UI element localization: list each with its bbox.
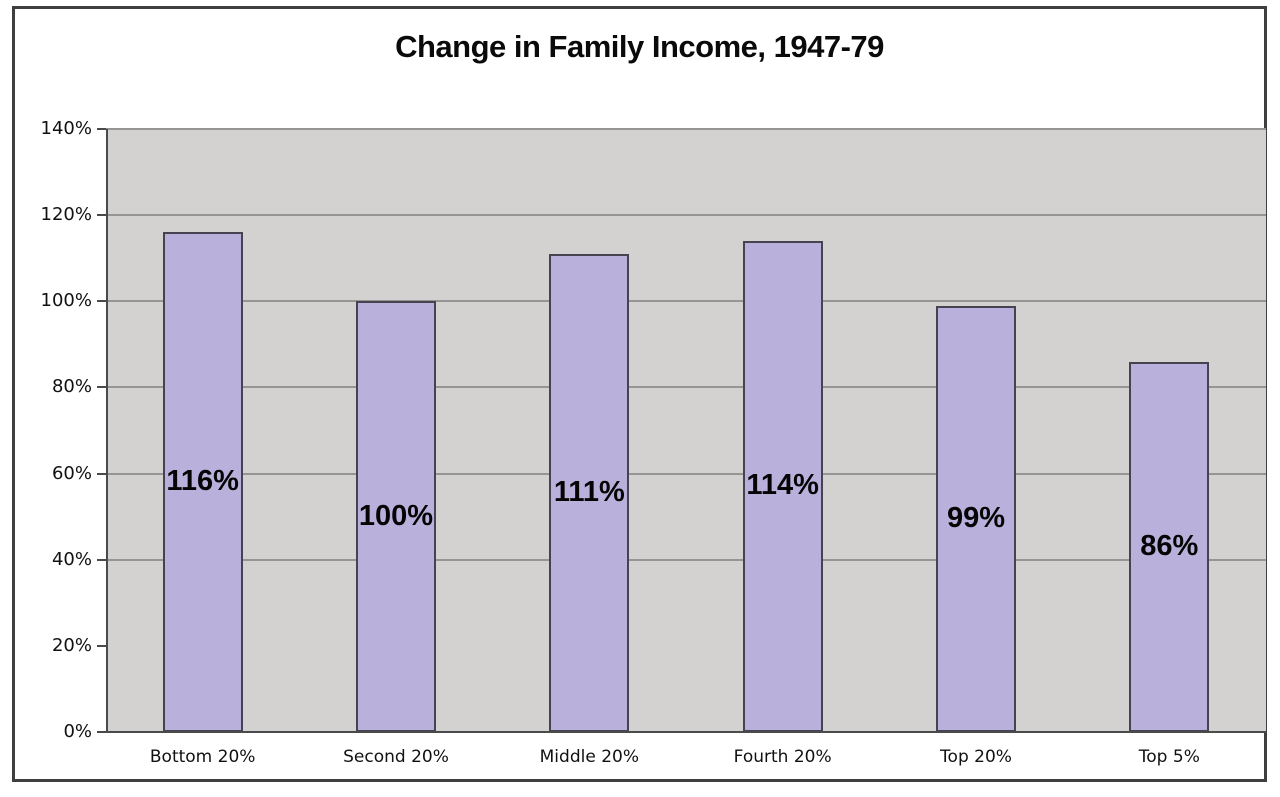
y-axis-tick — [97, 558, 106, 561]
y-axis-label: 60% — [51, 462, 92, 484]
x-axis-label: Second 20% — [343, 747, 449, 767]
y-axis-label: 100% — [40, 290, 92, 312]
x-axis-label: Top 20% — [940, 747, 1012, 767]
x-axis-label: Bottom 20% — [149, 747, 256, 767]
y-axis-label: 20% — [51, 634, 92, 656]
gridline — [106, 472, 1266, 475]
y-axis-line — [106, 129, 108, 732]
bar — [549, 253, 630, 732]
bar — [356, 301, 436, 732]
y-axis-tick — [97, 472, 106, 475]
y-axis-label: 40% — [51, 548, 92, 570]
gridline — [106, 128, 1266, 130]
gridline — [106, 300, 1266, 303]
x-axis-label: Top 5% — [1138, 747, 1200, 767]
y-axis-tick — [97, 386, 106, 389]
y-axis-label: 120% — [40, 204, 92, 226]
y-axis-tick — [97, 214, 106, 217]
plot-background — [106, 129, 1266, 732]
bar-value-label: 86% — [1140, 529, 1199, 562]
y-axis-tick — [97, 300, 106, 303]
gridline — [106, 386, 1266, 389]
bar — [936, 305, 1016, 732]
x-axis-label: Fourth 20% — [733, 747, 832, 767]
bar-value-label: 116% — [166, 465, 239, 498]
y-axis-label: 0% — [63, 721, 92, 742]
y-axis-tick — [97, 128, 106, 130]
y-axis-tick — [97, 644, 106, 647]
chart-title: Change in Family Income, 1947-79 — [395, 29, 884, 64]
bar — [742, 240, 823, 732]
bar — [1129, 361, 1210, 732]
y-axis-label: 140% — [40, 118, 92, 139]
gridline — [106, 214, 1266, 217]
chart-frame: Change in Family Income, 1947-79 140% 120… — [12, 6, 1267, 782]
bar — [162, 232, 243, 732]
y-axis-label: 80% — [51, 376, 92, 398]
bar-value-label: 111% — [553, 475, 625, 508]
x-axis-label: Middle 20% — [539, 747, 639, 767]
gridline — [106, 558, 1266, 561]
bar-value-label: 99% — [946, 501, 1006, 534]
bar-value-label: 114% — [746, 469, 819, 502]
x-axis-line — [97, 731, 1266, 733]
bar-value-label: 100% — [358, 499, 434, 532]
